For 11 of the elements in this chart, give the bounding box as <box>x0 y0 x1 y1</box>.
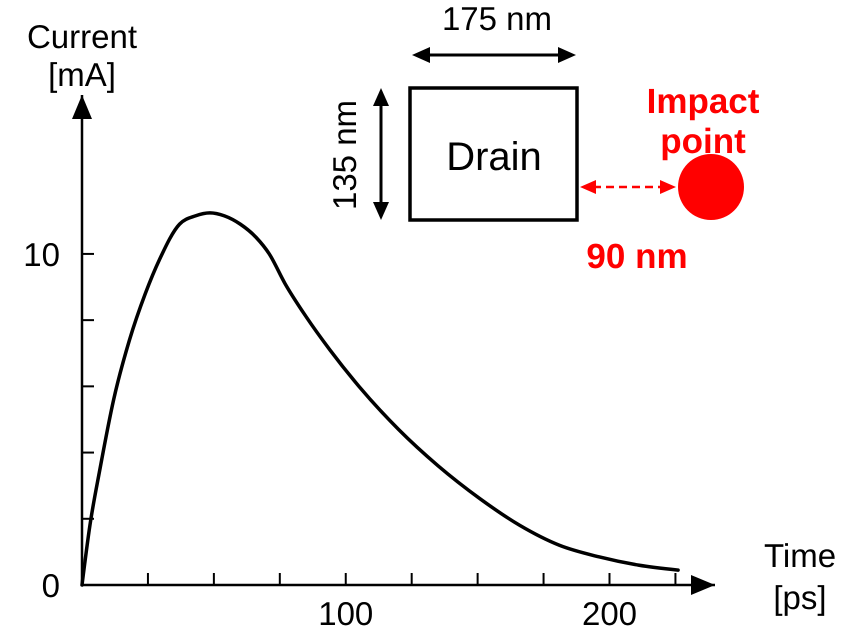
x-axis-title: Time [ps] <box>764 537 836 616</box>
y-axis-title: Current [mA] <box>26 18 138 93</box>
y-tick-label: 10 <box>23 236 60 273</box>
annotation: Impact point <box>646 82 760 161</box>
x-tick-label: 100 <box>318 595 374 632</box>
annotation: 90 nm <box>586 237 688 276</box>
y-tick-label: 0 <box>42 567 60 604</box>
x-tick-label: 200 <box>582 595 638 632</box>
annotation: 135 nm <box>326 100 363 210</box>
annotation: Drain <box>446 135 542 179</box>
text: 175 nm <box>442 0 552 37</box>
